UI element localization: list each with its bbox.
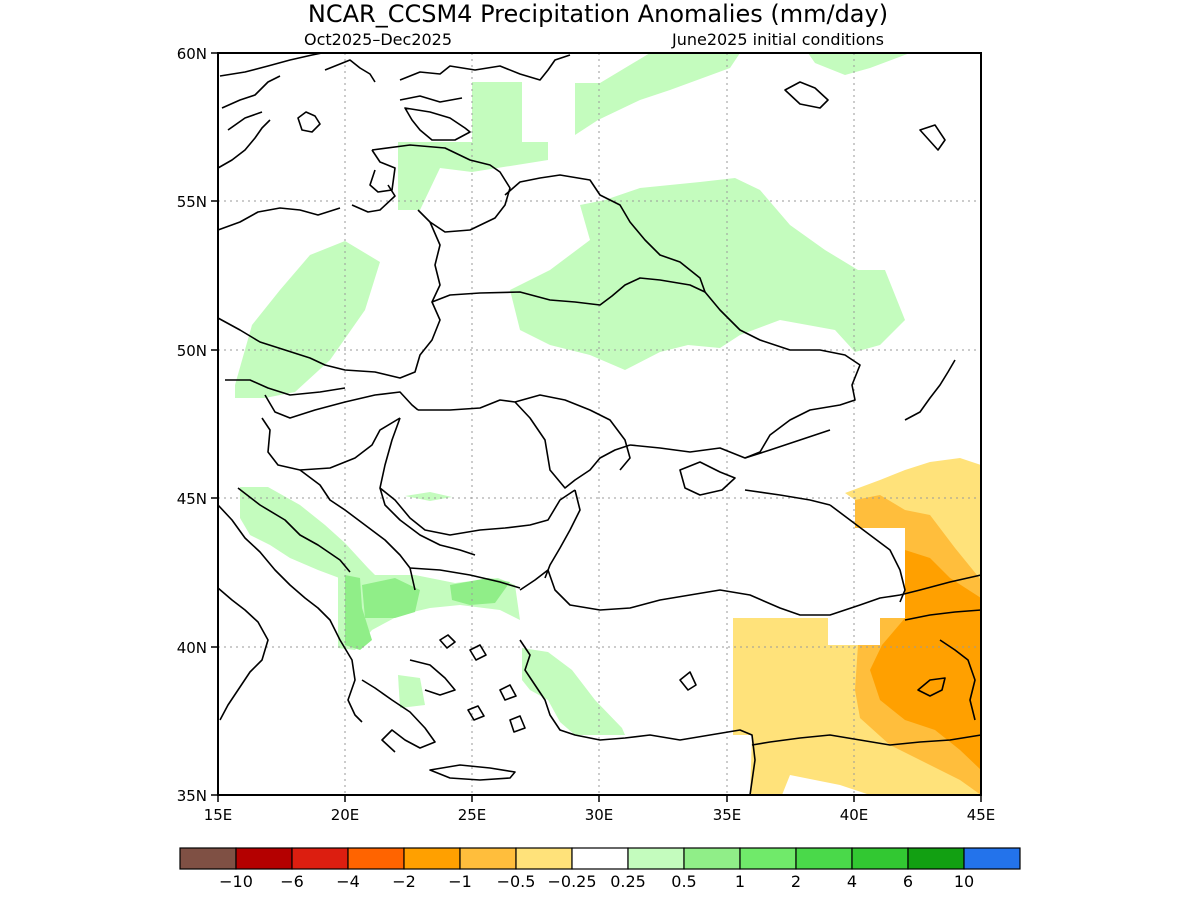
lake-tuz <box>679 671 697 691</box>
wet-area-north-central <box>575 53 740 135</box>
colorbar-swatch <box>347 847 405 870</box>
axis-ticks <box>211 52 982 802</box>
coastlines-and-borders <box>217 52 982 796</box>
lon-label-15e: 15E <box>204 806 233 824</box>
baltic-states-borders <box>371 144 511 233</box>
wet-area-ukraine-russia <box>510 178 905 370</box>
colorbar-swatch <box>291 847 349 870</box>
gulf-of-finland-coast <box>399 54 571 103</box>
dry-area-strong <box>870 550 981 770</box>
lat-label-35n: 35N <box>177 787 207 805</box>
period-subtitle: Oct2025–Dec2025 <box>304 30 452 49</box>
colorbar-label: −0.5 <box>497 872 536 891</box>
lat-label-45n: 45N <box>177 490 207 508</box>
moldova-ukraine-borders <box>514 394 631 471</box>
lake-van <box>917 677 946 697</box>
colorbar: −10 −6 −4 −2 −1 −0.5 −0.25 0.25 0.5 1 2 4 6 10 <box>179 847 1021 891</box>
crimea-azov-coast <box>629 429 831 496</box>
colorbar-swatch <box>683 847 741 870</box>
colorbar-swatch <box>515 847 573 870</box>
wet-area-romania-small <box>405 492 452 501</box>
volga-reservoir <box>904 359 956 421</box>
adriatic-italy-coast <box>217 504 363 723</box>
turkey-north-coast <box>519 569 901 616</box>
scandinavia-coast <box>217 52 323 169</box>
wet-area-medium-albania <box>345 575 372 650</box>
ukraine-east-border <box>704 291 861 459</box>
graticule <box>218 53 981 795</box>
colorbar-label: −10 <box>219 872 253 891</box>
colorbar-swatch <box>907 847 965 870</box>
map-title: NCAR_CCSM4 Precipitation Anomalies (mm/d… <box>308 0 888 28</box>
wet-area-poland-belarus <box>235 241 380 398</box>
belarus-border <box>429 174 706 306</box>
lon-label-40e: 40E <box>840 806 869 824</box>
greece-coast <box>361 659 456 753</box>
colorbar-label: 0.5 <box>671 872 696 891</box>
wet-area-medium-macedonia <box>362 578 420 618</box>
longitude-labels: 15E 20E 25E 30E 35E 40E 45E <box>204 806 996 824</box>
russia-lakes-northeast <box>784 81 946 151</box>
colorbar-swatch <box>179 847 237 870</box>
colorbar-label: 10 <box>954 872 974 891</box>
colorbar-label: 6 <box>903 872 913 891</box>
lon-label-45e: 45E <box>967 806 996 824</box>
lat-label-40n: 40N <box>177 639 207 657</box>
colorbar-swatch <box>739 847 797 870</box>
wet-area-adriatic-coast <box>240 487 378 582</box>
germany-czech-borders <box>225 379 346 396</box>
colorbar-label: −2 <box>392 872 416 891</box>
lon-label-25e: 25E <box>458 806 487 824</box>
colorbar-label: 4 <box>847 872 857 891</box>
wet-area-north-baltic <box>398 82 548 210</box>
black-sea-north-coast <box>544 489 831 579</box>
initial-conditions-subtitle: June2025 initial conditions <box>671 30 884 49</box>
poland-borders <box>217 301 441 379</box>
wet-area-greece-west <box>398 675 425 708</box>
colorbar-label: −1 <box>448 872 472 891</box>
poland-baltic-coast <box>217 207 341 231</box>
turkey-west-coast <box>519 639 756 796</box>
colorbar-label: 0.25 <box>610 872 646 891</box>
sweden-east-coast <box>324 59 376 83</box>
caucasus-borders <box>899 574 982 721</box>
colorbar-label: −4 <box>336 872 360 891</box>
lon-label-35e: 35E <box>713 806 742 824</box>
anomaly-shading <box>235 53 981 795</box>
colorbar-swatch <box>403 847 461 870</box>
wet-area-northeast-corner <box>808 53 910 75</box>
black-sea-east-coast <box>829 504 906 603</box>
colorbar-swatch <box>459 847 517 870</box>
aegean-islands <box>439 634 526 733</box>
colorbar-label: −0.25 <box>547 872 596 891</box>
wet-area-medium-thrace <box>450 578 510 605</box>
colorbar-label: 2 <box>791 872 801 891</box>
colorbar-label: −6 <box>280 872 304 891</box>
lithuania-kaliningrad-coast <box>351 184 396 213</box>
colorbar-swatch <box>571 847 629 870</box>
colorbar-swatch <box>627 847 685 870</box>
romania-borders <box>379 399 631 536</box>
lat-label-55n: 55N <box>177 193 207 211</box>
balkan-borders <box>237 469 521 591</box>
colorbar-swatch <box>795 847 853 870</box>
slovakia-hungary-borders <box>261 391 419 471</box>
colorbar-label: 1 <box>735 872 745 891</box>
lon-label-30e: 30E <box>585 806 614 824</box>
crete-island <box>429 764 516 781</box>
gotland-island <box>297 111 321 133</box>
colorbar-swatch <box>235 847 293 870</box>
latitude-labels: 60N 55N 50N 45N 40N 35N <box>177 45 207 805</box>
turkey-syria-border <box>751 734 982 746</box>
lon-label-20e: 20E <box>331 806 360 824</box>
lat-label-50n: 50N <box>177 342 207 360</box>
colorbar-swatch <box>851 847 909 870</box>
lat-label-60n: 60N <box>177 45 207 63</box>
colorbar-swatch <box>963 847 1021 870</box>
